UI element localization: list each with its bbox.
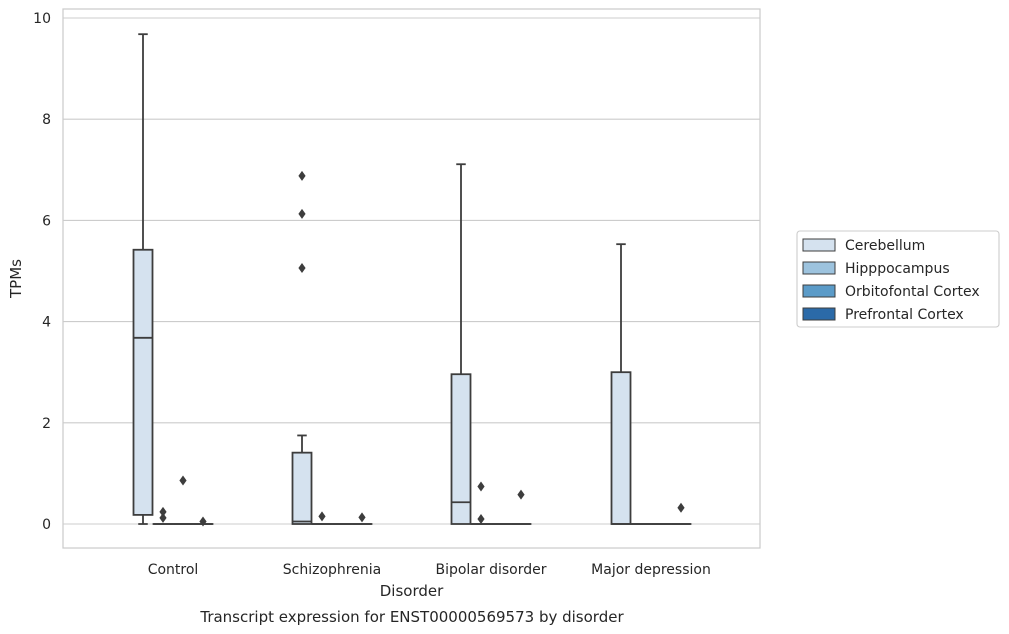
box-series	[132, 33, 692, 527]
x-tick-label: Schizophrenia	[283, 562, 381, 578]
outlier-point	[477, 513, 485, 524]
outlier-point	[517, 489, 525, 500]
x-axis-title: Disorder	[380, 582, 444, 600]
box-body	[610, 371, 632, 525]
box-cerebellum-bipolar-disorder	[450, 163, 472, 525]
chart-caption: Transcript expression for ENST0000056957…	[199, 608, 624, 626]
legend-label: Cerebellum	[845, 238, 925, 254]
legend-label: Prefrontal Cortex	[845, 307, 964, 323]
y-tick-label: 4	[42, 315, 51, 331]
box-prefrontal-cortex-major-depression	[670, 502, 692, 525]
box-prefrontal-cortex-schizophrenia	[351, 512, 373, 525]
outlier-point	[358, 512, 366, 523]
outlier-point	[159, 512, 167, 523]
x-tick-label: Control	[148, 562, 199, 578]
legend-label: Orbitofontal Cortex	[845, 284, 980, 300]
outlier-point	[298, 208, 306, 219]
legend-frame	[796, 230, 1000, 328]
legend-swatch	[802, 284, 836, 298]
box-orbitofontal-cortex-control	[172, 475, 194, 525]
outlier-point	[477, 481, 485, 492]
box-hipppocampus-bipolar-disorder	[470, 481, 492, 525]
legend-swatch	[802, 261, 836, 275]
box-body	[450, 373, 472, 525]
box-hipppocampus-schizophrenia	[311, 511, 333, 525]
legend-swatch	[802, 238, 836, 252]
grid-lines	[63, 17, 760, 525]
box-cerebellum-schizophrenia	[291, 170, 313, 525]
y-tick-label: 8	[42, 112, 51, 128]
y-tick-label: 6	[42, 213, 51, 229]
y-axis-title: TPMs	[7, 259, 25, 299]
plot-area-frame	[62, 8, 761, 549]
legend: Cerebellum Hipppocampus Orbitofontal Corte…	[796, 230, 1000, 328]
legend-label: Hipppocampus	[845, 261, 950, 277]
outlier-point	[199, 516, 207, 527]
y-axis-ticks: 0 2 4 6 8 10	[33, 11, 51, 533]
outlier-point	[318, 511, 326, 522]
box-prefrontal-cortex-bipolar-disorder	[510, 489, 532, 525]
outlier-point	[159, 506, 167, 517]
box-hipppocampus-control	[152, 506, 174, 525]
x-axis-ticks: Control Schizophrenia Bipolar disorder Majo…	[148, 562, 711, 578]
y-tick-label: 0	[42, 517, 51, 533]
x-tick-label: Major depression	[591, 562, 711, 578]
outlier-point	[179, 475, 187, 486]
legend-swatch	[802, 307, 836, 321]
box-body	[291, 451, 313, 525]
y-tick-label: 10	[33, 11, 51, 27]
box-body	[132, 248, 154, 516]
box-cerebellum-major-depression	[610, 243, 632, 525]
outlier-point	[298, 170, 306, 181]
box-cerebellum-control	[132, 33, 154, 525]
x-tick-label: Bipolar disorder	[435, 562, 546, 578]
box-prefrontal-cortex-control	[192, 516, 214, 527]
y-tick-label: 2	[42, 416, 51, 432]
outlier-point	[298, 262, 306, 273]
outlier-point	[677, 502, 685, 513]
